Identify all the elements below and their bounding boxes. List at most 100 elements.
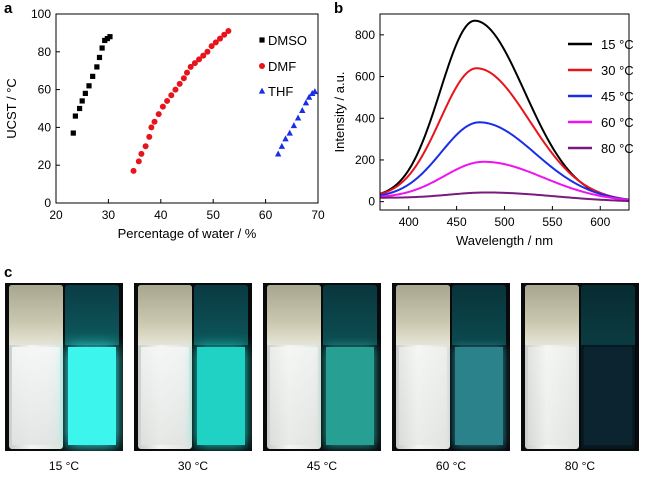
chart-a-point-dmf [225,28,232,35]
chart-b-legend-label: 15 °C [601,37,634,52]
chart-a-x-tick-label: 20 [49,208,63,222]
chart-a-point-thf [278,142,286,149]
chart-a-point-dmf [172,86,179,93]
chart-a-point-dmso [82,90,88,96]
vial-photo [263,283,381,451]
chart-b-x-tick-label: 500 [494,215,514,229]
vial-photo [521,283,639,451]
chart-a-point-dmf [191,60,198,67]
chart-a-y-tick-label: 20 [38,158,52,172]
daylight-vial [396,285,450,449]
chart-a-point-dmf [155,111,162,118]
chart-a-point-dmso [72,113,78,119]
chart-a-y-tick-label: 40 [38,120,52,134]
chart-a-point-dmso [76,105,83,112]
chart-a-point-thf [302,99,310,106]
chart-b-x-tick-label: 450 [447,215,467,229]
chart-b-emission-spectra: 400 450 500 550 600 0 200 400 600 800 15 °C 30 °C 4… [332,13,634,248]
chart-a-x-tick-label: 50 [207,208,221,222]
chart-a-point-dmso [90,73,96,79]
chart-b-x-axis-label: Wavelength / nm [456,233,553,248]
chart-a-point-dmso [102,37,108,44]
chart-a-point-dmf [135,158,142,165]
chart-a-point-dmf [196,56,203,63]
uv-vial [452,285,506,449]
chart-a-point-dmf [204,48,211,55]
chart-a-point-dmf [221,31,228,38]
chart-a-point-dmso [86,83,92,89]
chart-a-y-tick-label: 80 [38,45,52,59]
panel-letter-a: a [4,0,13,17]
chart-a-point-dmso [94,64,100,70]
chart-a-point-thf [311,88,319,95]
photo-temperature-label: 45 °C [306,459,338,473]
chart-a-series-dmf [130,28,232,174]
chart-a-point-thf [309,89,316,96]
chart-a-x-tick-label: 30 [102,208,116,222]
chart-a-point-dmso [70,130,76,136]
chart-b-x-tick-label: 550 [542,215,562,229]
chart-a-point-thf [305,93,313,100]
chart-a-point-dmf [168,92,175,99]
chart-b-legend-label: 60 °C [601,115,634,130]
chart-a-point-dmf [142,143,149,150]
chart-b-series-line [380,19,629,202]
chart-b-x-tick-label: 400 [399,215,419,229]
chart-b-series-line [380,160,629,201]
chart-a-point-dmf [146,133,153,140]
chart-a-point-dmf [184,69,190,76]
chart-a-legend-label: DMF [268,59,296,74]
chart-a-point-thf [274,150,282,157]
chart-a-legend-marker-thf [258,87,266,94]
chart-a-series-thf [274,88,319,157]
chart-a-legend-marker-dmf [259,63,265,69]
chart-a-plot-frame [55,13,319,204]
uv-vial [65,285,119,449]
chart-a-point-dmf [200,52,207,59]
daylight-vial [138,285,192,449]
vial-photo [134,283,252,451]
chart-a-point-thf [299,106,306,113]
chart-a-point-thf [294,114,302,121]
chart-a-point-dmf [212,39,219,46]
chart-a-point-dmso [96,54,103,61]
chart-b-y-tick-label: 400 [355,111,375,125]
chart-b-series-line [380,121,629,201]
chart-a-y-tick-label: 100 [31,7,51,21]
chart-a-point-dmf [151,118,158,125]
chart-a-y-tick-label: 60 [38,83,52,97]
chart-a-point-dmf [176,80,183,87]
photo-temperature-label: 80 °C [564,459,596,473]
vial-photo-row: 15 °C 30 °C 45 °C 60 °C 80 °C [0,283,650,481]
uv-vial [581,285,635,449]
chart-a-point-dmf [130,167,137,174]
chart-a-point-thf [290,122,298,129]
photo-temperature-label: 60 °C [435,459,467,473]
chart-b-y-tick-label: 200 [355,153,375,167]
chart-b-y-tick-label: 600 [355,70,375,84]
chart-a-point-dmf [159,103,166,110]
chart-a-y-tick-label: 0 [44,196,51,210]
chart-a-point-dmf [180,75,187,82]
chart-a-x-axis-label: Percentage of water / % [118,226,257,241]
photo-temperature-label: 15 °C [48,459,80,473]
chart-a-point-dmf [148,124,155,131]
chart-a-point-dmso [99,45,105,51]
chart-a-point-dmf [208,43,215,50]
chart-a-point-thf [282,135,289,142]
chart-a-point-dmf [164,97,171,104]
chart-b-y-tick-label: 800 [355,28,375,42]
chart-a-point-dmf [138,150,145,157]
chart-b-legend-label: 45 °C [601,89,634,104]
chart-a-point-dmso [104,35,110,42]
daylight-vial [525,285,579,449]
panel-letter-c: c [4,264,13,281]
chart-a-legend-label: DMSO [268,33,307,48]
chart-a-x-tick-label: 60 [259,208,273,222]
chart-b-x-tick-label: 600 [590,215,610,229]
photo-temperature-label: 30 °C [177,459,209,473]
chart-b-legend-label: 80 °C [601,141,634,156]
vial-photo [392,283,510,451]
vial-photo [5,283,123,451]
